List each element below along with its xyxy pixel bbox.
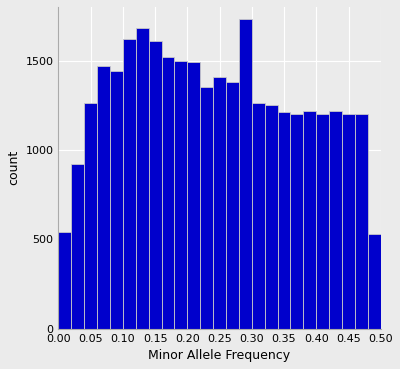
Y-axis label: count: count (7, 150, 20, 185)
Bar (136, 28, 149, 329)
Bar (149, 41, 162, 329)
Bar (97, 66, 110, 329)
Bar (226, 82, 239, 329)
Bar (252, 103, 265, 329)
Bar (342, 114, 355, 329)
Bar (58, 232, 71, 329)
Bar (355, 114, 368, 329)
X-axis label: Minor Allele Frequency: Minor Allele Frequency (148, 349, 291, 362)
Bar (303, 111, 316, 329)
Bar (200, 87, 213, 329)
Bar (290, 114, 303, 329)
Bar (174, 61, 187, 329)
Bar (239, 20, 252, 329)
Bar (84, 103, 97, 329)
Bar (265, 105, 278, 329)
Bar (278, 113, 290, 329)
Bar (110, 71, 123, 329)
Bar (187, 62, 200, 329)
Bar (368, 234, 381, 329)
Bar (123, 39, 136, 329)
Bar (71, 164, 84, 329)
Bar (329, 111, 342, 329)
Bar (213, 77, 226, 329)
Bar (316, 114, 329, 329)
Bar (162, 57, 174, 329)
